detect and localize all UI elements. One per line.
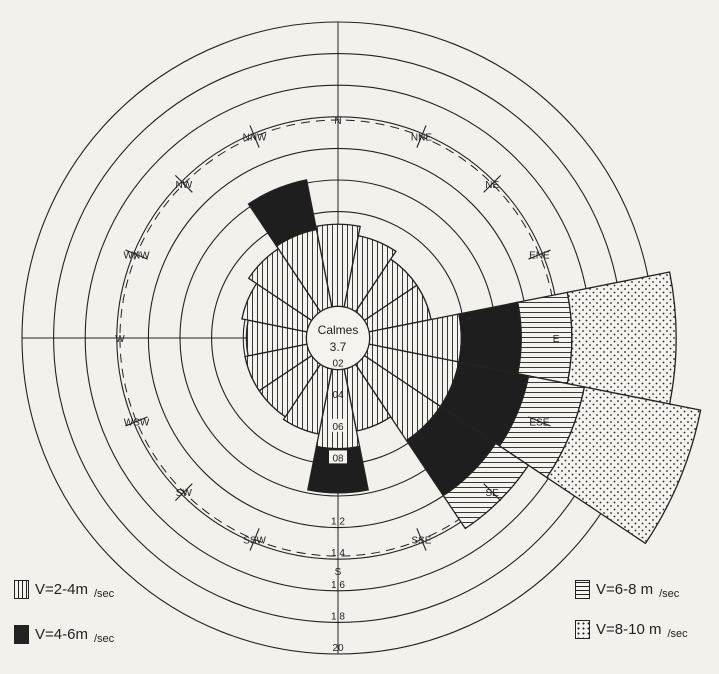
calm-value: 3.7 (330, 340, 347, 354)
dotted-swatch (575, 620, 590, 639)
direction-label: S (335, 567, 342, 578)
ring-label: 1 (335, 485, 341, 496)
direction-label: ENE (529, 251, 550, 262)
direction-tick (249, 528, 260, 551)
rose-sectors (241, 179, 702, 545)
legend-item-v8-10: V=8-10 m/sec (575, 620, 688, 640)
direction-tick (483, 483, 502, 502)
calm-circle (305, 305, 371, 371)
direction-label: SSW (243, 535, 266, 546)
direction-label: NE (485, 180, 499, 191)
ring-label: 02 (332, 359, 344, 370)
direction-label: W (115, 334, 125, 345)
direction-tick (528, 416, 551, 427)
direction-label: N (334, 116, 341, 127)
sector-bar (307, 445, 369, 494)
ring-label: 1.6 (331, 580, 345, 591)
direction-tick (249, 125, 260, 148)
ring-label: 04 (332, 390, 344, 401)
legend-label: V=4-6m (35, 626, 88, 643)
legend-item-v4-6: V=4-6m/sec (14, 625, 115, 645)
legend-item-v6-8: V=6-8 m/sec (575, 580, 680, 600)
sector-bar (247, 179, 318, 247)
direction-tick (483, 174, 502, 193)
direction-label: NNE (411, 133, 432, 144)
legend-label: V=8-10 m (596, 621, 662, 638)
legend-unit: /sec (93, 587, 115, 600)
sector-bar (516, 291, 573, 385)
rose-labels: Calmes3.70204060811.21.41.61.820NNNENEEN… (115, 116, 559, 654)
direction-label: WSW (124, 417, 150, 428)
calm-label: Calmes (318, 323, 359, 337)
legend-unit: /sec (667, 627, 688, 640)
sector-bar (566, 271, 677, 405)
ring-label-bg (329, 418, 347, 432)
direction-tick (528, 249, 551, 260)
solid-black-swatch (14, 625, 29, 644)
ring-label: 20 (332, 643, 344, 654)
ring-label: 1.2 (331, 517, 345, 528)
direction-label: E (553, 334, 560, 345)
legend-label: V=6-8 m (596, 581, 654, 598)
direction-tick (174, 174, 193, 193)
direction-label: NW (175, 180, 192, 191)
direction-tick (125, 249, 148, 260)
ring-label-bg (329, 450, 347, 464)
horizontal-hatch-swatch (575, 580, 590, 599)
direction-tick (174, 483, 193, 502)
direction-label: NNW (243, 133, 267, 144)
direction-label: ESE (529, 417, 549, 428)
direction-label: SE (486, 488, 500, 499)
direction-tick (125, 416, 148, 427)
vertical-hatch-swatch (14, 580, 29, 599)
direction-tick (416, 125, 427, 148)
legend-unit: /sec (93, 632, 115, 645)
direction-label: SW (176, 488, 193, 499)
direction-label: SSE (411, 535, 431, 546)
legend-unit: /sec (659, 587, 680, 600)
legend-label: V=2-4m (35, 581, 88, 598)
ring-label: 1.4 (331, 548, 345, 559)
sector-bar (545, 386, 702, 545)
ring-label: 06 (332, 422, 344, 433)
legend-item-v2-4: V=2-4m/sec (14, 580, 115, 600)
ring-label: 1.8 (331, 611, 345, 622)
direction-label: WNW (124, 251, 151, 262)
direction-tick (416, 528, 427, 551)
sector-bar (458, 301, 522, 375)
ring-label: 08 (332, 453, 344, 464)
